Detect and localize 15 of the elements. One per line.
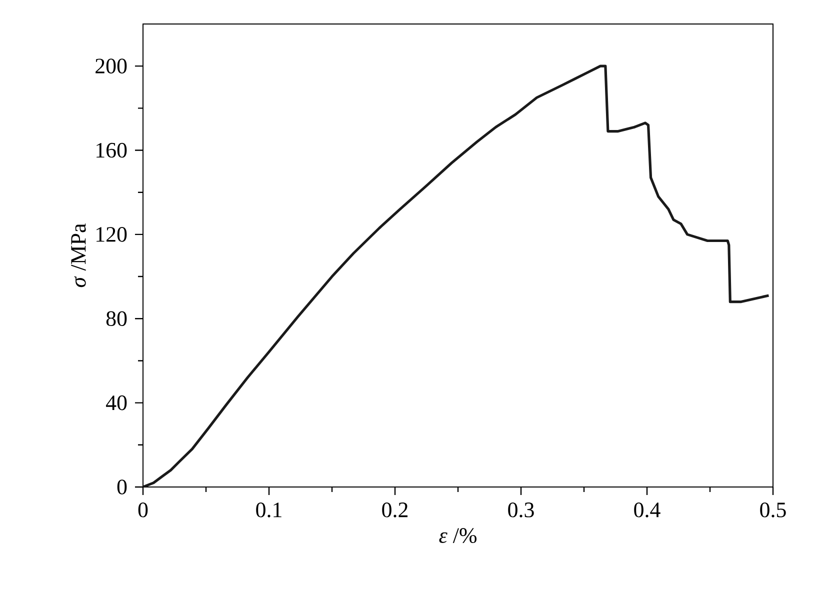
y-tick-label: 160 [96,142,127,158]
x-tick-label: 0.1 [256,502,282,518]
y-axis-title: σ /MPa [71,224,86,288]
x-tick-label: 0.5 [760,502,786,518]
y-tick-label: 200 [96,58,127,74]
y-tick-label: 80 [106,311,127,326]
y-tick-label: 120 [96,227,127,242]
y-tick-label: 0 [117,480,127,494]
x-axis-title: ε /% [439,528,476,544]
y-tick-label: 40 [106,395,127,410]
x-tick-label: 0.2 [382,502,408,518]
x-tick-label: 0.4 [634,502,660,518]
x-tick-label: 0.3 [508,502,534,518]
x-tick-label: 0 [138,502,148,518]
line-series [143,64,770,487]
